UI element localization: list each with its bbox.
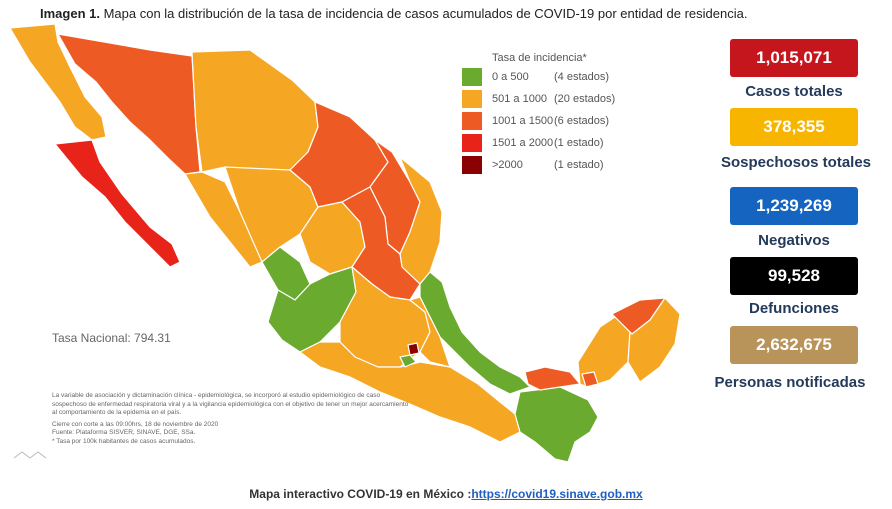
footer: Mapa interactivo COVID-19 en México :htt…	[0, 487, 892, 501]
legend-item: >2000 (1 estado)	[462, 154, 682, 176]
legend-range: >2000	[492, 159, 523, 171]
stat-label-defunciones: Defunciones	[748, 300, 839, 317]
legend-swatch	[462, 90, 482, 108]
stat-sospechosos: 378,355	[730, 108, 858, 146]
state-baja-california-sur	[54, 139, 181, 268]
footnote-methodology: La variable de asociación y dictaminació…	[52, 392, 409, 416]
legend-item: 501 a 1000 (20 estados)	[462, 88, 682, 110]
stat-negativos: 1,239,269	[730, 187, 858, 225]
state-hidalgo-puebla	[409, 296, 451, 368]
figure-title: Imagen 1. Mapa con la distribución de la…	[40, 6, 747, 21]
legend-swatch	[462, 68, 482, 86]
figure-title-bold: Imagen 1.	[40, 6, 100, 21]
legend-item: 1501 a 2000 (1 estado)	[462, 132, 682, 154]
legend-count: (20 estados)	[554, 93, 616, 105]
legend-swatch	[462, 156, 482, 174]
state-southwest-region	[299, 341, 521, 443]
legend-count: (6 estados)	[554, 115, 610, 127]
footnote-source: Fuente: Plataforma SISVER, SINAVE, DGE, …	[52, 429, 196, 436]
legend-swatch	[462, 112, 482, 130]
stat-label-notificadas: Personas notificadas	[714, 374, 866, 391]
state-tabasco	[524, 366, 581, 391]
state-chiapas	[514, 386, 599, 463]
state-chihuahua	[191, 49, 319, 173]
footnote-rate: * Tasa por 100k habitantes de casos acum…	[52, 437, 196, 445]
mexico-map	[9, 23, 681, 463]
stat-label-sospechosos: Sospechosos totales	[720, 154, 872, 171]
footer-link[interactable]: https://covid19.sinave.gob.mx	[471, 487, 643, 501]
legend-range: 501 a 1000	[492, 93, 548, 105]
stat-label-negativos: Negativos	[758, 232, 830, 249]
stat-defunciones: 99,528	[730, 257, 858, 295]
legend-range: 1001 a 1500	[492, 115, 554, 127]
state-campeche-red	[581, 371, 599, 388]
state-quintana-roo	[627, 297, 681, 383]
legend-swatch	[462, 134, 482, 152]
legend-title: Tasa de incidencia*	[492, 52, 587, 64]
legend-item: 1001 a 1500 (6 estados)	[462, 110, 682, 132]
stat-notificadas: 2,632,675	[730, 326, 858, 364]
map-legend: Tasa de incidencia* 0 a 500 (4 estados) …	[462, 52, 682, 176]
national-rate: Tasa Nacional: 794.31	[52, 331, 171, 345]
legend-count: (4 estados)	[554, 71, 610, 83]
scale-mark	[13, 451, 47, 459]
state-edomex-green	[399, 354, 417, 368]
stat-casos-totales: 1,015,071	[730, 39, 858, 77]
footer-text: Mapa interactivo COVID-19 en México :	[249, 487, 472, 501]
legend-count: (1 estado)	[554, 137, 604, 149]
state-san-luis-potosi	[341, 186, 421, 301]
legend-item: 0 a 500 (4 estados)	[462, 66, 682, 88]
legend-range: 0 a 500	[492, 71, 529, 83]
legend-range: 1501 a 2000	[492, 137, 554, 149]
figure-title-text: Mapa con la distribución de la tasa de i…	[99, 6, 748, 21]
footnotes: La variable de asociación y dictaminació…	[52, 392, 412, 446]
legend-count: (1 estado)	[554, 159, 604, 171]
stat-label-casos-totales: Casos totales	[745, 83, 843, 100]
footnote-cutoff: Cierre con corte a las 09:00hrs, 18 de n…	[52, 420, 219, 428]
state-baja-california	[9, 23, 107, 141]
state-cdmx	[407, 342, 420, 356]
